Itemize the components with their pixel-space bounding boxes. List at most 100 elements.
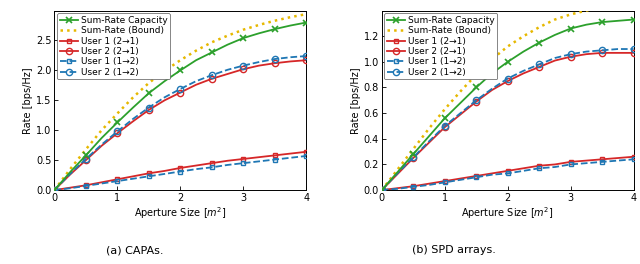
Sum-Rate Capacity xyxy=(598,21,606,24)
User 2 (2→1) xyxy=(456,113,464,116)
Sum-Rate Capacity xyxy=(67,171,74,174)
User 2 (1→2) xyxy=(67,172,74,176)
User 1 (1→2) xyxy=(208,166,216,169)
User 2 (1→2) xyxy=(551,56,559,60)
Sum-Rate (Bound) xyxy=(582,9,590,12)
Sum-Rate (Bound) xyxy=(224,34,232,37)
Sum-Rate Capacity xyxy=(51,188,58,192)
Text: (a) CAPAs.: (a) CAPAs. xyxy=(106,246,163,256)
User 2 (1→2) xyxy=(410,156,417,159)
User 2 (2→1) xyxy=(488,88,496,92)
User 1 (2→1) xyxy=(504,169,511,172)
User 2 (2→1) xyxy=(472,100,480,103)
Sum-Rate (Bound) xyxy=(287,16,294,19)
User 1 (2→1) xyxy=(51,188,58,192)
User 2 (2→1) xyxy=(161,99,168,102)
User 1 (2→1) xyxy=(441,180,449,183)
User 1 (2→1) xyxy=(82,184,90,187)
User 2 (2→1) xyxy=(378,188,386,192)
Sum-Rate (Bound) xyxy=(504,45,511,48)
Sum-Rate Capacity xyxy=(582,23,590,26)
Sum-Rate Capacity xyxy=(425,135,433,138)
Sum-Rate (Bound) xyxy=(472,73,480,76)
Line: Sum-Rate (Bound): Sum-Rate (Bound) xyxy=(382,6,634,190)
User 1 (1→2) xyxy=(488,173,496,176)
Sum-Rate Capacity xyxy=(630,18,637,21)
Sum-Rate Capacity xyxy=(287,24,294,27)
Sum-Rate (Bound) xyxy=(208,41,216,44)
User 1 (1→2) xyxy=(239,162,247,165)
User 1 (1→2) xyxy=(129,177,137,180)
User 2 (2→1) xyxy=(287,60,294,63)
Sum-Rate (Bound) xyxy=(129,96,137,99)
User 2 (2→1) xyxy=(410,157,417,160)
X-axis label: Aperture Size $[m^2]$: Aperture Size $[m^2]$ xyxy=(461,206,554,221)
User 1 (1→2) xyxy=(224,163,232,167)
Sum-Rate (Bound) xyxy=(551,18,559,21)
User 2 (2→1) xyxy=(302,59,310,62)
Sum-Rate (Bound) xyxy=(145,81,153,84)
User 1 (1→2) xyxy=(614,159,621,162)
User 2 (2→1) xyxy=(567,55,575,58)
Sum-Rate Capacity xyxy=(520,50,527,53)
User 2 (1→2) xyxy=(598,49,606,52)
Line: User 2 (2→1): User 2 (2→1) xyxy=(379,50,637,193)
User 1 (1→2) xyxy=(504,172,511,175)
User 1 (2→1) xyxy=(208,162,216,165)
User 1 (2→1) xyxy=(98,181,106,184)
Sum-Rate (Bound) xyxy=(51,188,58,192)
User 1 (2→1) xyxy=(582,159,590,162)
User 1 (2→1) xyxy=(192,164,200,167)
User 2 (2→1) xyxy=(82,159,90,162)
User 1 (2→1) xyxy=(614,157,621,160)
User 1 (2→1) xyxy=(472,175,480,178)
Sum-Rate (Bound) xyxy=(598,6,606,10)
Sum-Rate Capacity xyxy=(567,27,575,30)
User 2 (1→2) xyxy=(287,56,294,59)
User 2 (2→1) xyxy=(441,126,449,129)
User 2 (1→2) xyxy=(630,48,637,51)
User 2 (1→2) xyxy=(425,140,433,143)
User 1 (1→2) xyxy=(145,175,153,178)
Sum-Rate Capacity xyxy=(614,19,621,22)
Sum-Rate Capacity xyxy=(255,32,263,35)
User 2 (2→1) xyxy=(535,65,543,69)
Sum-Rate (Bound) xyxy=(192,49,200,52)
Sum-Rate (Bound) xyxy=(302,13,310,16)
User 2 (1→2) xyxy=(161,96,168,99)
User 2 (1→2) xyxy=(520,69,527,72)
User 1 (1→2) xyxy=(82,184,90,187)
Sum-Rate Capacity xyxy=(239,36,247,40)
User 2 (1→2) xyxy=(456,112,464,115)
Sum-Rate Capacity xyxy=(98,136,106,140)
User 1 (2→1) xyxy=(177,166,184,169)
User 1 (2→1) xyxy=(410,185,417,188)
User 1 (1→2) xyxy=(394,187,401,190)
User 2 (1→2) xyxy=(567,53,575,56)
User 1 (2→1) xyxy=(598,158,606,161)
User 1 (1→2) xyxy=(287,156,294,159)
User 2 (1→2) xyxy=(271,58,278,61)
Legend: Sum-Rate Capacity, Sum-Rate (Bound), User 1 (2→1), User 2 (2→1), User 1 (1→2), U: Sum-Rate Capacity, Sum-Rate (Bound), Use… xyxy=(385,13,497,79)
User 1 (1→2) xyxy=(567,163,575,166)
User 1 (1→2) xyxy=(472,176,480,179)
User 2 (1→2) xyxy=(504,77,511,80)
Line: Sum-Rate (Bound): Sum-Rate (Bound) xyxy=(54,14,306,190)
Sum-Rate Capacity xyxy=(271,27,278,31)
Sum-Rate (Bound) xyxy=(441,108,449,111)
User 2 (2→1) xyxy=(504,79,511,83)
Sum-Rate (Bound) xyxy=(177,59,184,62)
Sum-Rate Capacity xyxy=(177,69,184,72)
X-axis label: Aperture Size $[m^2]$: Aperture Size $[m^2]$ xyxy=(134,206,227,221)
User 2 (1→2) xyxy=(255,60,263,64)
Sum-Rate (Bound) xyxy=(67,168,74,171)
User 1 (2→1) xyxy=(551,163,559,166)
User 1 (1→2) xyxy=(582,162,590,165)
User 2 (1→2) xyxy=(488,87,496,90)
User 2 (2→1) xyxy=(551,59,559,62)
User 1 (1→2) xyxy=(98,182,106,185)
Sum-Rate Capacity xyxy=(82,154,90,157)
Sum-Rate (Bound) xyxy=(488,58,496,61)
Sum-Rate Capacity xyxy=(161,79,168,83)
Line: User 1 (2→1): User 1 (2→1) xyxy=(52,149,308,192)
